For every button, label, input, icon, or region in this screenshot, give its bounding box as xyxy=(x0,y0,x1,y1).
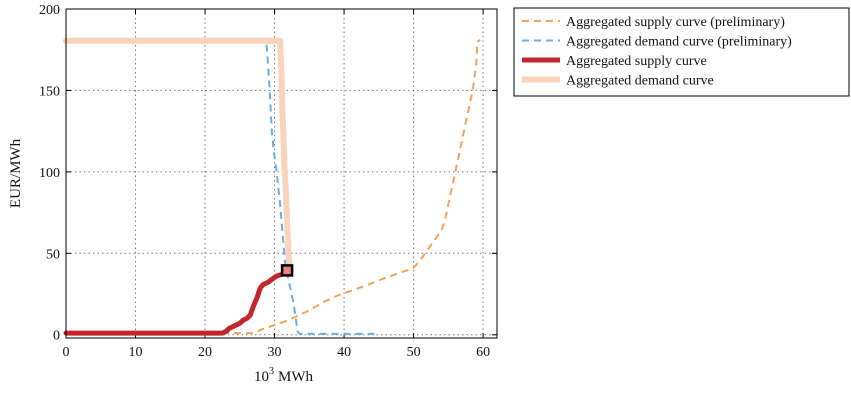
series-line-0 xyxy=(66,39,481,335)
x-tick-label: 50 xyxy=(407,345,421,360)
equilibrium-marker xyxy=(280,264,294,277)
series-line-2 xyxy=(63,268,292,336)
legend-label-2: Aggregated supply curve xyxy=(566,54,707,69)
legend-label-3: Aggregated demand curve xyxy=(566,74,714,89)
x-tick-label: 60 xyxy=(476,345,490,360)
tick-labels: 0 10 20 30 40 50 60 0 50 100 150 200 xyxy=(39,3,490,360)
marker-layer xyxy=(280,264,294,277)
x-axis-label-unit: MWh xyxy=(278,369,313,385)
x-tick-label: 20 xyxy=(198,345,212,360)
y-axis-label: EUR/MWh xyxy=(8,138,24,208)
y-tick-label: 0 xyxy=(53,329,60,344)
x-tick-label: 30 xyxy=(268,345,282,360)
x-tick-label: 10 xyxy=(129,345,143,360)
legend-label-1: Aggregated demand curve (preliminary) xyxy=(566,35,792,50)
x-axis-label: 103 MWh xyxy=(254,366,313,385)
series-line-1 xyxy=(66,39,379,335)
legend-label-0: Aggregated supply curve (preliminary) xyxy=(566,15,785,30)
y-tick-label: 150 xyxy=(39,84,60,99)
series-line-3 xyxy=(63,37,294,275)
plot-frame xyxy=(65,8,498,339)
gridlines xyxy=(66,8,497,338)
x-axis-label-base: 10 xyxy=(254,369,269,385)
legend-box xyxy=(513,7,850,97)
legend: Aggregated supply curve (preliminary) Agg… xyxy=(513,7,850,97)
y-tick-label: 100 xyxy=(39,166,60,181)
x-tick-label: 40 xyxy=(337,345,351,360)
y-tick-label: 200 xyxy=(39,3,60,18)
x-axis-label-exponent: 3 xyxy=(269,366,274,377)
y-tick-label: 50 xyxy=(46,247,60,262)
x-tick-label: 0 xyxy=(63,345,70,360)
series-layer xyxy=(63,37,481,336)
